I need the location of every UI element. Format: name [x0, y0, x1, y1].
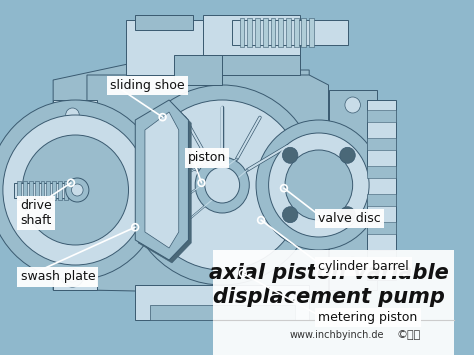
Bar [367, 166, 396, 178]
Bar [328, 90, 377, 290]
Bar [294, 18, 299, 47]
Bar [29, 181, 33, 200]
Circle shape [205, 167, 240, 203]
Bar [240, 18, 245, 47]
Polygon shape [87, 75, 328, 295]
Text: cylinder barrel: cylinder barrel [319, 260, 409, 273]
Circle shape [61, 103, 84, 127]
Bar [367, 100, 396, 280]
Polygon shape [145, 112, 179, 248]
Bar [46, 181, 50, 200]
Circle shape [283, 207, 298, 223]
Text: sliding shoe: sliding shoe [110, 79, 184, 92]
Text: ©ⓘⓈ: ©ⓘⓈ [396, 330, 420, 340]
Circle shape [0, 100, 162, 280]
Circle shape [256, 120, 382, 250]
Circle shape [283, 147, 298, 163]
Polygon shape [138, 103, 191, 263]
Bar [263, 18, 268, 47]
Bar [15, 183, 77, 198]
Text: swash plate: swash plate [20, 271, 95, 283]
Circle shape [66, 108, 79, 122]
Bar [174, 55, 222, 85]
Bar [367, 250, 396, 262]
Text: piston: piston [188, 152, 226, 164]
Polygon shape [53, 50, 309, 290]
Bar [203, 15, 300, 55]
Bar [278, 18, 283, 47]
Text: valve disc: valve disc [319, 212, 381, 225]
Bar [58, 181, 62, 200]
Text: www.inchbyinch.de: www.inchbyinch.de [290, 330, 384, 340]
Text: drive
shaft: drive shaft [20, 199, 52, 227]
Bar [135, 15, 193, 30]
Bar [309, 18, 314, 47]
Bar [203, 55, 300, 75]
Polygon shape [135, 285, 309, 320]
Bar [367, 222, 396, 234]
Bar [64, 181, 68, 200]
Polygon shape [150, 305, 295, 320]
Bar [301, 18, 306, 47]
Bar [35, 181, 39, 200]
Circle shape [345, 97, 360, 113]
Bar [126, 20, 203, 75]
Bar [23, 181, 27, 200]
Circle shape [22, 135, 128, 245]
Bar [212, 250, 454, 355]
Circle shape [140, 100, 304, 270]
Polygon shape [135, 100, 188, 260]
Polygon shape [53, 100, 97, 290]
Bar [367, 194, 396, 206]
Bar [255, 18, 260, 47]
Circle shape [66, 268, 79, 282]
Circle shape [340, 147, 356, 163]
Bar [232, 20, 348, 45]
Bar [18, 181, 21, 200]
Bar [367, 138, 396, 150]
Text: axial piston variable
displacement pump: axial piston variable displacement pump [209, 263, 448, 307]
Circle shape [285, 150, 353, 220]
Circle shape [66, 178, 89, 202]
Bar [271, 18, 275, 47]
Circle shape [3, 115, 148, 265]
Bar [41, 181, 45, 200]
Bar [367, 110, 396, 122]
Circle shape [345, 257, 360, 273]
Circle shape [269, 133, 369, 237]
Circle shape [340, 207, 356, 223]
Circle shape [61, 263, 84, 287]
Bar [286, 18, 291, 47]
Bar [247, 18, 252, 47]
Bar [52, 181, 56, 200]
Circle shape [126, 85, 319, 285]
Circle shape [195, 157, 249, 213]
Text: metering piston: metering piston [319, 311, 418, 324]
Circle shape [72, 184, 83, 196]
